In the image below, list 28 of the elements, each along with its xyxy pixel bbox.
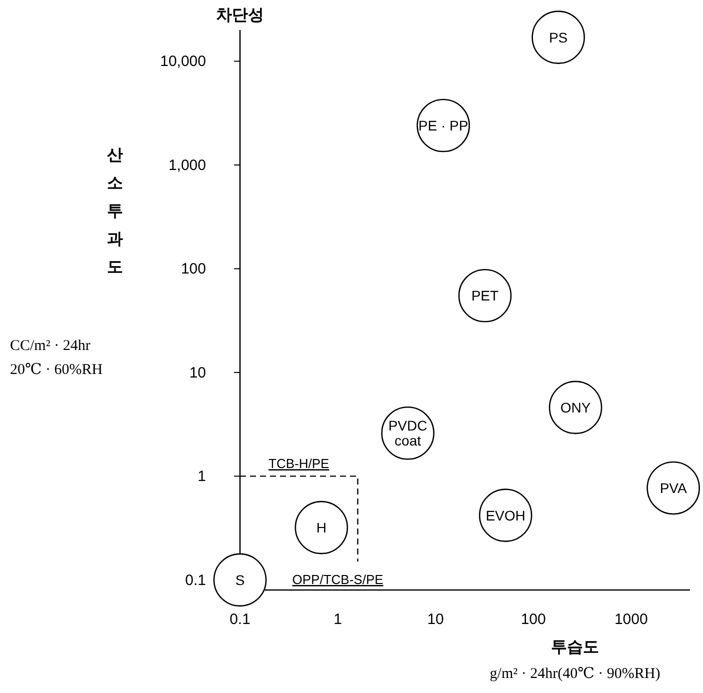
y-tick-label: 1,000 xyxy=(168,156,206,174)
text: g/m² · 24hr(40℃ · 90%RH) xyxy=(490,666,660,682)
chart-title: 차단성 xyxy=(216,7,264,24)
text: CC/m² · 24hr xyxy=(10,338,90,354)
series-label: H xyxy=(316,520,326,536)
x-tick-label: 10 xyxy=(427,611,444,628)
y-tick-label: 10,000 xyxy=(160,53,206,70)
annotation: TCB-H/PE xyxy=(268,456,330,472)
series-label: PET xyxy=(471,288,500,304)
y-tick-label: 100 xyxy=(180,260,206,278)
x-tick-label: 0.1 xyxy=(230,611,250,628)
x-tick-label: 1 xyxy=(334,611,342,628)
series-label: PS xyxy=(548,29,568,46)
x-tick-label: 1000 xyxy=(614,611,648,628)
annotation: OPP/TCB-S/PE xyxy=(292,572,384,587)
y-tick-label: 10 xyxy=(189,364,206,382)
x-tick-label: 100 xyxy=(520,611,546,628)
series-label: PVA xyxy=(660,480,688,496)
y-axis-title: 산소투과도 xyxy=(107,147,123,276)
series-label: PE · PP xyxy=(418,118,468,134)
y-tick-label: 0.1 xyxy=(185,572,206,589)
x-axis-title: 투습도 xyxy=(551,639,599,656)
series-label: PVDC coat xyxy=(388,418,428,449)
text: 20℃ · 60%RH xyxy=(10,362,103,378)
y-tick-label: 1 xyxy=(198,468,206,486)
series-label: EVOH xyxy=(486,507,526,524)
series-label: S xyxy=(235,572,245,588)
series-label: ONY xyxy=(560,399,592,416)
